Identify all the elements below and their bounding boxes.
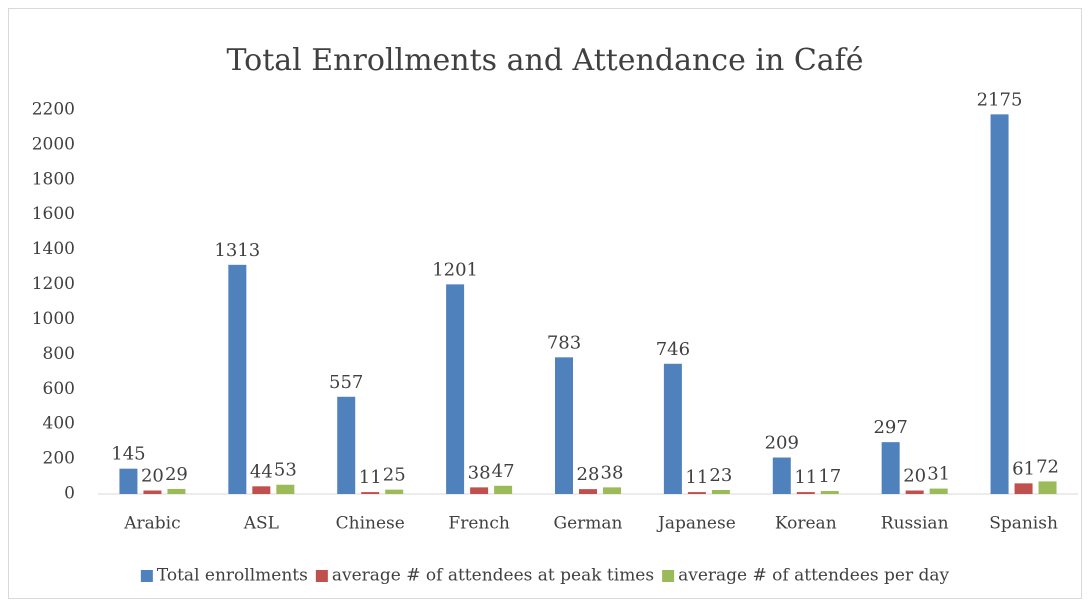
bar (494, 485, 513, 494)
bar (385, 489, 404, 494)
data-label: 17 (818, 466, 841, 487)
bar (881, 442, 900, 494)
x-tick-label: Korean (775, 514, 837, 534)
y-tick-label: 1600 (32, 204, 75, 224)
bar (252, 486, 271, 494)
y-tick-label: 0 (64, 484, 75, 504)
x-tick-label: French (448, 514, 509, 534)
x-tick-label: Chinese (336, 514, 405, 534)
y-tick-label: 1200 (32, 274, 75, 294)
y-tick-label: 800 (43, 344, 75, 364)
y-tick-label: 600 (43, 379, 75, 399)
data-label: 47 (492, 461, 515, 482)
data-label: 209 (765, 433, 799, 454)
y-tick-label: 400 (43, 414, 75, 434)
bar (772, 457, 791, 494)
bar (663, 363, 682, 494)
y-tick-label: 2200 (32, 100, 75, 120)
y-tick-label: 2000 (32, 134, 75, 154)
data-label: 11 (794, 467, 817, 488)
bar (579, 489, 597, 494)
bar (603, 487, 621, 494)
legend-label: average # of attendees at peak times (332, 566, 654, 586)
data-label: 1201 (432, 259, 478, 280)
bar (990, 114, 1009, 494)
bar (361, 492, 380, 494)
data-label: 746 (656, 339, 690, 360)
data-label: 61 (1012, 458, 1035, 479)
legend-label: Total enrollments (157, 566, 308, 586)
x-tick-label: German (554, 514, 623, 534)
data-label: 1313 (214, 240, 260, 261)
data-label: 72 (1036, 456, 1059, 477)
bar (470, 487, 489, 494)
y-tick-label: 1000 (32, 309, 75, 329)
legend-marker (140, 570, 153, 582)
data-label: 783 (547, 332, 581, 353)
y-tick-label: 1800 (32, 169, 75, 189)
bar (143, 490, 162, 494)
data-label: 20 (141, 466, 164, 487)
legend-marker (662, 570, 675, 582)
data-label: 145 (111, 444, 145, 465)
bar (1014, 483, 1033, 494)
data-label: 31 (927, 464, 950, 485)
bar (687, 492, 706, 494)
x-tick-label: Arabic (123, 514, 180, 534)
data-label: 38 (601, 462, 624, 483)
bar (820, 491, 839, 494)
x-tick-label: ASL (243, 514, 279, 534)
data-label: 11 (359, 467, 382, 488)
data-label: 2175 (977, 89, 1023, 110)
bar (119, 468, 138, 494)
legend-marker (315, 570, 328, 582)
x-tick-label: Spanish (989, 514, 1058, 534)
bar (446, 284, 465, 494)
data-label: 44 (250, 461, 273, 482)
bar (167, 488, 186, 494)
x-tick-label: Russian (881, 514, 949, 534)
data-label: 297 (873, 417, 907, 438)
bar (276, 484, 295, 494)
data-label: 20 (903, 466, 926, 487)
bar (555, 357, 573, 494)
bar (905, 490, 924, 494)
legend-label: average # of attendees per day (678, 566, 949, 586)
y-tick-label: 1400 (32, 239, 75, 259)
bar (929, 488, 948, 494)
bar (796, 492, 815, 494)
bar (711, 489, 730, 494)
data-label: 29 (165, 464, 188, 485)
data-label: 38 (468, 462, 491, 483)
data-label: 11 (685, 467, 708, 488)
bar (228, 264, 247, 494)
data-label: 53 (274, 460, 297, 481)
chart-title: Total Enrollments and Attendance in Café (226, 43, 863, 78)
bar (1038, 481, 1057, 494)
data-label: 23 (709, 465, 732, 486)
y-tick-label: 200 (43, 449, 75, 469)
x-tick-label: Japanese (656, 514, 736, 534)
bar (337, 396, 356, 494)
data-label: 25 (383, 465, 406, 486)
data-label: 28 (577, 464, 600, 485)
data-label: 557 (329, 372, 363, 393)
chart-border (8, 8, 1082, 599)
